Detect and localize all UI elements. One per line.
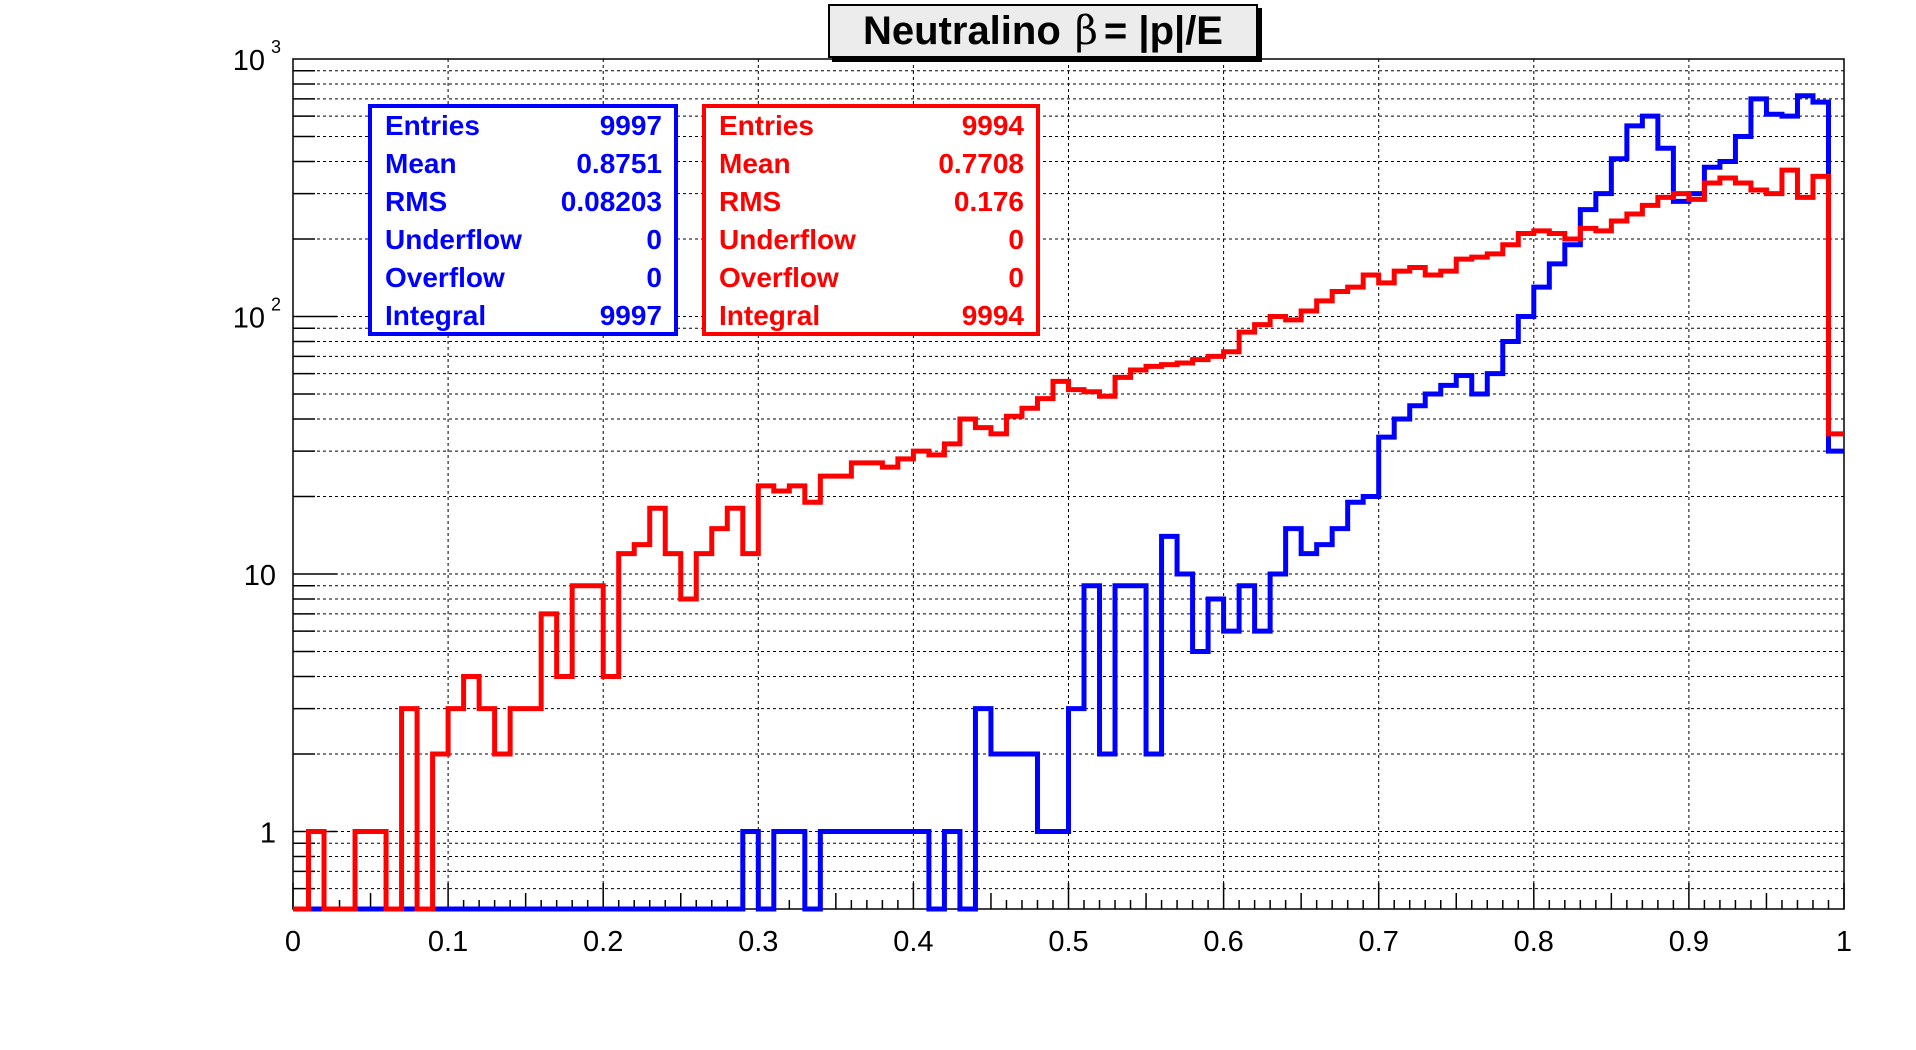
- stats-value: 9997: [600, 300, 662, 331]
- x-tick-label: 1: [1836, 926, 1852, 958]
- title-beta-symbol: β: [1074, 8, 1098, 54]
- stats-label: Overflow: [719, 262, 839, 293]
- stats-value: 9994: [962, 300, 1025, 331]
- chart-title: Neutralino β = |p|/E: [828, 4, 1258, 58]
- histogram-series-blue: [293, 93, 1844, 912]
- stats-label: Mean: [719, 148, 791, 179]
- stats-label: Underflow: [385, 224, 522, 255]
- stats-label: Integral: [385, 300, 486, 331]
- title-suffix: = |p|/E: [1103, 8, 1223, 53]
- x-tick-label: 0.6: [1203, 926, 1243, 958]
- x-tick-label: 0: [285, 926, 301, 958]
- x-tick-label: 0.9: [1669, 926, 1709, 958]
- y-tick-label: 1: [260, 817, 276, 849]
- y-tick-label: 10: [233, 302, 265, 334]
- stats-label: Underflow: [719, 224, 856, 255]
- stats-box-red: Entries 9994 Mean 0.7708 RMS 0.176 Underflow 0 O…: [702, 104, 1040, 336]
- x-tick-label: 0.5: [1048, 926, 1088, 958]
- stats-box-frame: [702, 104, 1040, 336]
- x-tick-label: 0.4: [893, 926, 933, 958]
- stats-label: Entries: [385, 110, 480, 141]
- stats-value: 0: [1008, 262, 1024, 293]
- stats-box-frame: [368, 104, 678, 336]
- stats-label: Entries: [719, 110, 814, 141]
- histogram-series-red: [293, 167, 1844, 912]
- stats-value: 0: [646, 262, 662, 293]
- stats-label: Mean: [385, 148, 457, 179]
- stats-value: 0: [1008, 224, 1024, 255]
- title-prefix: Neutralino: [862, 8, 1061, 53]
- stats-value: 0.176: [954, 186, 1024, 217]
- x-tick-label: 0.7: [1359, 926, 1399, 958]
- x-tick-label: 0.2: [583, 926, 623, 958]
- stats-label: RMS: [719, 186, 781, 217]
- stats-value: 0.7708: [938, 148, 1024, 179]
- y-tick-exponent: 3: [271, 37, 281, 57]
- stats-label: RMS: [385, 186, 447, 217]
- x-tick-label: 0.3: [738, 926, 778, 958]
- stats-value: 9997: [600, 110, 662, 141]
- y-tick-label: 10: [244, 560, 276, 592]
- stats-box-blue: Entries 9997 Mean 0.8751 RMS 0.08203 Underflow…: [368, 104, 678, 336]
- y-tick-label: 10: [233, 45, 265, 77]
- series-layer: [293, 93, 1844, 912]
- stats-label: Integral: [719, 300, 820, 331]
- x-tick-label: 0.1: [428, 926, 468, 958]
- stats-value: 0: [646, 224, 662, 255]
- stats-value: 0.8751: [576, 148, 662, 179]
- x-tick-label: 0.8: [1514, 926, 1554, 958]
- y-tick-exponent: 2: [271, 294, 281, 314]
- stats-value: 0.08203: [561, 186, 662, 217]
- stats-label: Overflow: [385, 262, 505, 293]
- axes-layer: 0 0.1 0.2 0.3 0.4 0.5 0.6 0.7 0.8 0.9 1 1 10 10 2 10 3: [233, 37, 1852, 958]
- stats-layer: Entries 9997 Mean 0.8751 RMS 0.08203 Underflow…: [368, 104, 1040, 336]
- stats-value: 9994: [962, 110, 1025, 141]
